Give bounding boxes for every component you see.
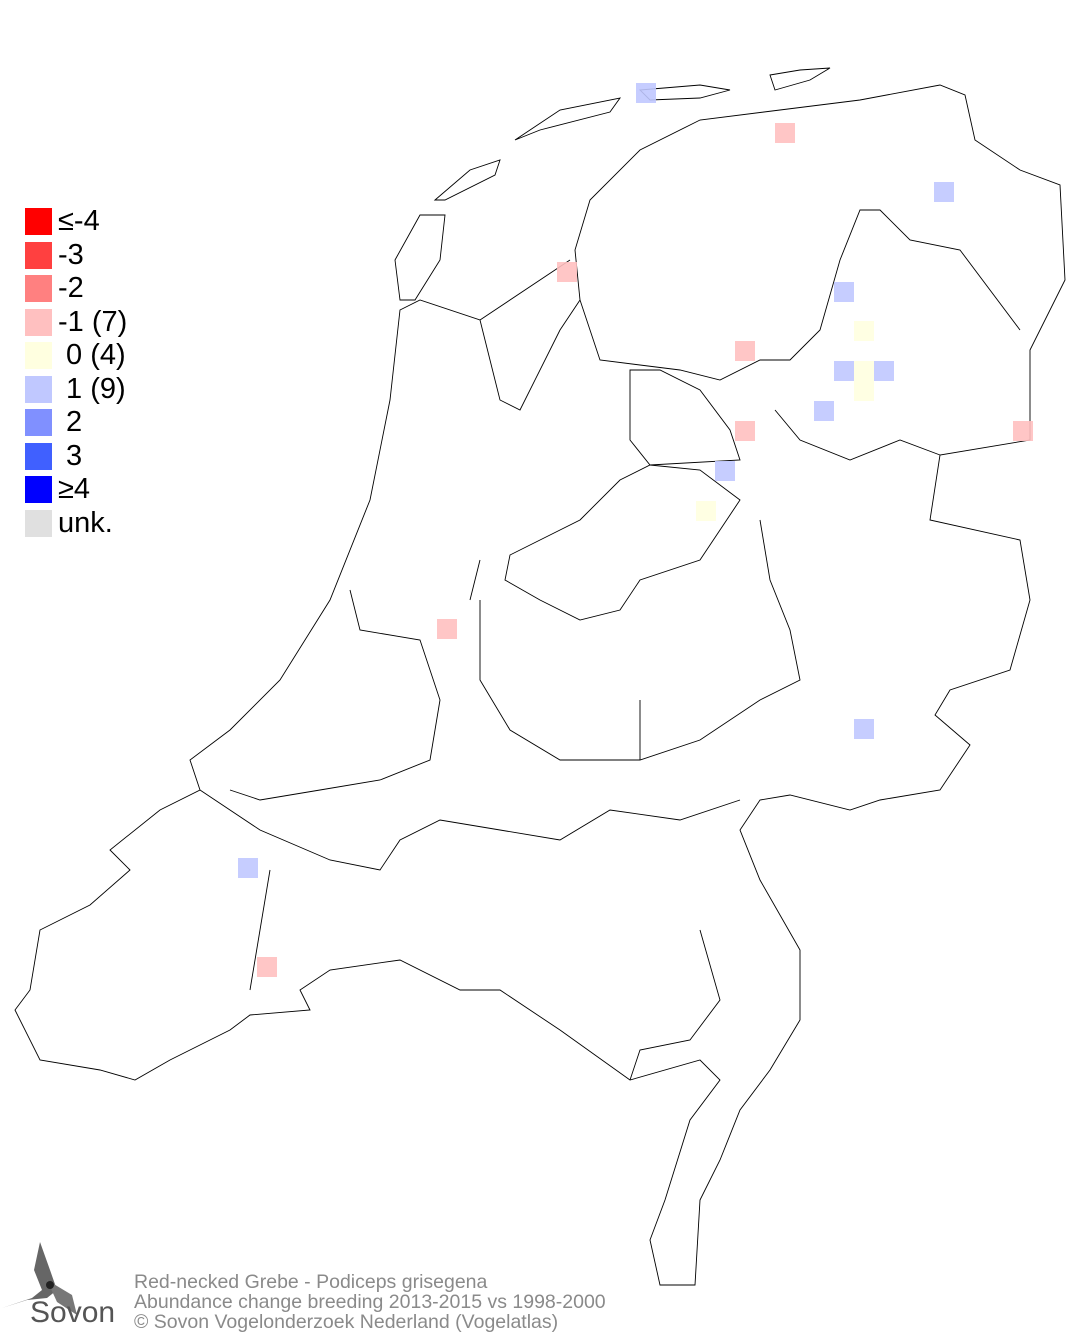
legend-swatch (25, 442, 52, 470)
island-terschelling (514, 97, 622, 141)
country-outline (14, 84, 1066, 1286)
grid-cell (735, 341, 755, 361)
legend-label: -1 (7) (58, 305, 128, 338)
legend-item: unk. (25, 507, 127, 541)
species-name: Red-necked Grebe - Podiceps grisegena (134, 1271, 488, 1293)
sovon-logo-text: Sovon (30, 1296, 116, 1329)
grid-cell (854, 321, 874, 341)
legend-swatch (25, 275, 52, 303)
legend-swatch (25, 375, 52, 403)
grid-cell (1013, 421, 1033, 441)
legend-label: 1 (9) (58, 372, 126, 405)
flevoland (629, 369, 741, 466)
grid-cell (814, 401, 834, 421)
grid-cell (238, 858, 258, 878)
ijsselmeer-shore (504, 464, 741, 621)
grid-cell (636, 83, 656, 103)
grid-cell (834, 361, 854, 381)
legend-swatch (25, 208, 52, 236)
legend-swatch (25, 476, 52, 504)
legend-label: ≤-4 (58, 205, 100, 238)
legend-item: 0 (4) (25, 339, 127, 373)
copyright: © Sovon Vogelonderzoek Nederland (Vogela… (134, 1311, 559, 1333)
grid-cell (934, 182, 954, 202)
legend-label: 0 (4) (58, 339, 126, 372)
island-vlieland (433, 159, 501, 201)
legend-item: ≤-4 (25, 205, 127, 239)
map-caption: Red-necked Grebe - Podiceps grisegena Ab… (134, 1272, 606, 1332)
legend-label: -2 (58, 272, 84, 305)
grid-cell (735, 421, 755, 441)
legend-item: 3 (25, 440, 127, 474)
sovon-swallow-logo (2, 1242, 77, 1315)
grid-cell (696, 501, 716, 521)
grid-cell (557, 262, 577, 282)
island-texel (394, 214, 446, 301)
legend-swatch (25, 308, 52, 336)
legend-item: 2 (25, 406, 127, 440)
legend-swatch (25, 342, 52, 370)
grid-cell (715, 461, 735, 481)
legend-label: 2 (58, 406, 83, 439)
legend-swatch (25, 241, 52, 269)
legend-item: -2 (25, 272, 127, 306)
grid-cell (257, 957, 277, 977)
grid-cell (437, 619, 457, 639)
legend-label: 3 (58, 439, 83, 472)
grid-cell (834, 282, 854, 302)
province-border (199, 209, 1021, 1081)
legend-swatch (25, 509, 52, 537)
legend-item: 1 (9) (25, 373, 127, 407)
legend-label: ≥4 (58, 473, 91, 506)
legend-swatch (25, 409, 52, 437)
grid-cell (854, 361, 874, 381)
legend-label: unk. (58, 506, 113, 539)
legend-label: -3 (58, 238, 84, 271)
legend-item: -3 (25, 239, 127, 273)
grid-cell (874, 361, 894, 381)
legend-item: ≥4 (25, 473, 127, 507)
legend-item: -1 (7) (25, 306, 127, 340)
grid-cell (854, 381, 874, 401)
grid-cell (775, 123, 795, 143)
grid-cell (854, 719, 874, 739)
map-legend: ≤-4 -3 -2 -1 (7) 0 (4) 1 (9) 2 3 ≥4 unk. (25, 205, 127, 540)
island-schiermonnikoog (769, 67, 831, 91)
map-subtitle: Abundance change breeding 2013-2015 vs 1… (134, 1291, 606, 1313)
